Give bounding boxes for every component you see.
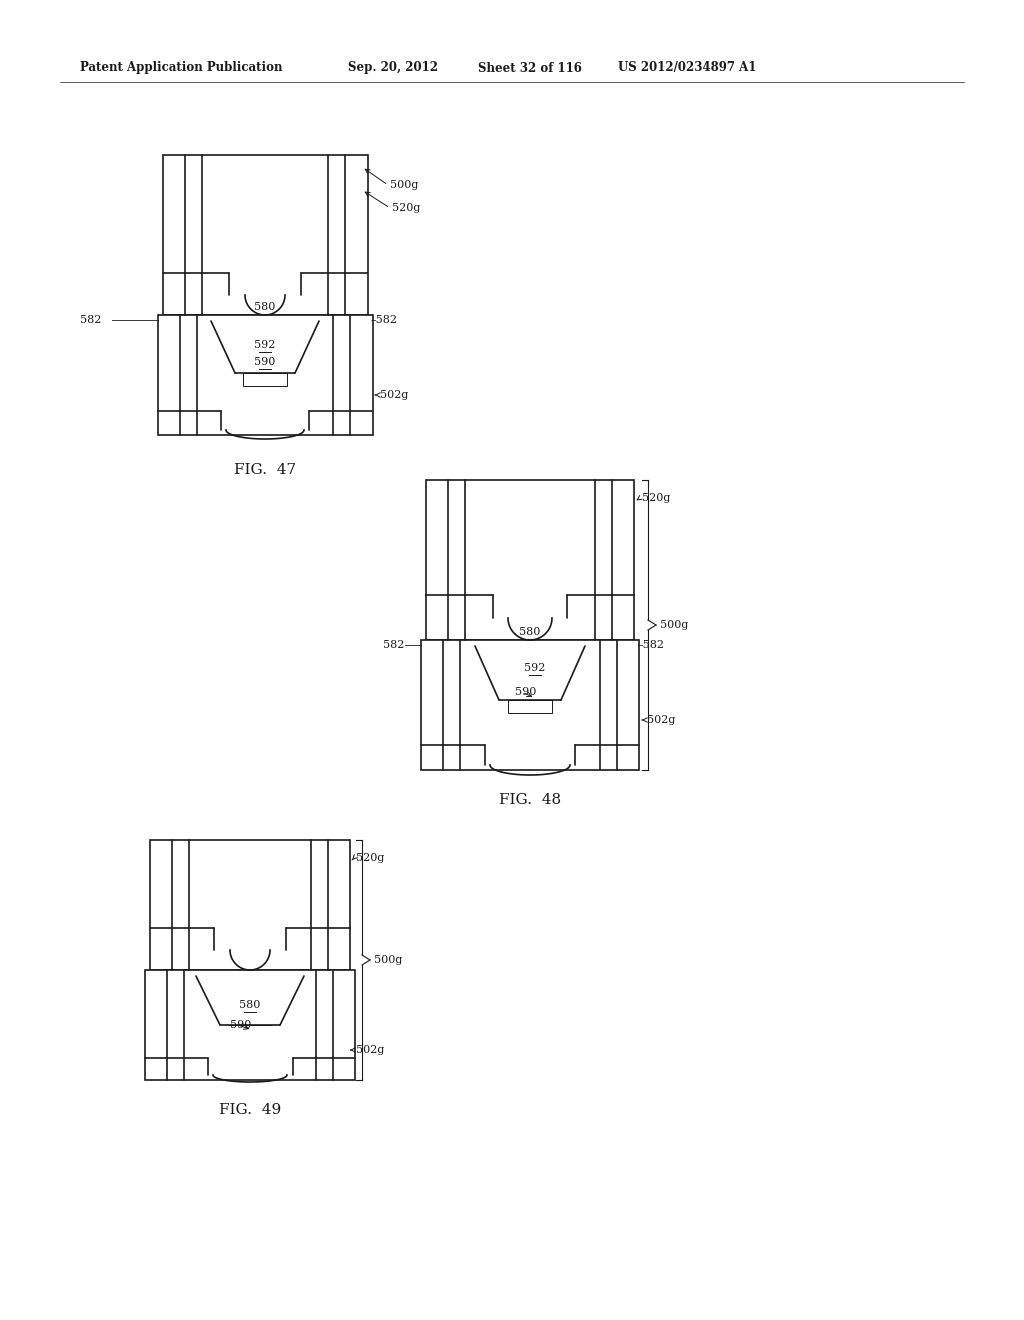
Text: 500g: 500g — [660, 620, 688, 630]
Text: Patent Application Publication: Patent Application Publication — [80, 62, 283, 74]
Text: US 2012/0234897 A1: US 2012/0234897 A1 — [618, 62, 757, 74]
Text: Sep. 20, 2012: Sep. 20, 2012 — [348, 62, 438, 74]
Text: 520g: 520g — [392, 203, 421, 213]
Text: 590: 590 — [515, 686, 537, 697]
Text: FIG.  48: FIG. 48 — [499, 793, 561, 807]
Text: 582: 582 — [383, 640, 404, 649]
Text: 582: 582 — [80, 315, 101, 325]
Bar — [243, 374, 287, 385]
Bar — [158, 315, 373, 436]
Text: 580: 580 — [519, 627, 541, 638]
Text: 502g: 502g — [380, 389, 409, 400]
Bar — [163, 154, 368, 315]
Text: Sheet 32 of 116: Sheet 32 of 116 — [478, 62, 582, 74]
Text: –582: –582 — [371, 315, 398, 325]
Text: 590: 590 — [254, 356, 275, 367]
Bar — [421, 640, 639, 770]
Text: 502g: 502g — [647, 715, 676, 725]
Text: 592: 592 — [524, 663, 546, 673]
Text: 520g: 520g — [356, 853, 384, 863]
Text: 592: 592 — [254, 341, 275, 350]
Text: 580: 580 — [240, 1001, 261, 1010]
Text: 502g: 502g — [356, 1045, 384, 1055]
Bar — [145, 970, 355, 1080]
Text: 520g: 520g — [642, 492, 671, 503]
Text: FIG.  49: FIG. 49 — [219, 1104, 282, 1117]
Bar — [426, 480, 634, 640]
Text: FIG.  47: FIG. 47 — [233, 463, 296, 477]
Text: –582: –582 — [638, 640, 665, 649]
Bar — [508, 700, 552, 713]
Text: 580: 580 — [254, 302, 275, 312]
Text: 500g: 500g — [390, 180, 419, 190]
Bar — [150, 840, 350, 970]
Text: 590: 590 — [230, 1020, 251, 1030]
Text: 500g: 500g — [374, 954, 402, 965]
